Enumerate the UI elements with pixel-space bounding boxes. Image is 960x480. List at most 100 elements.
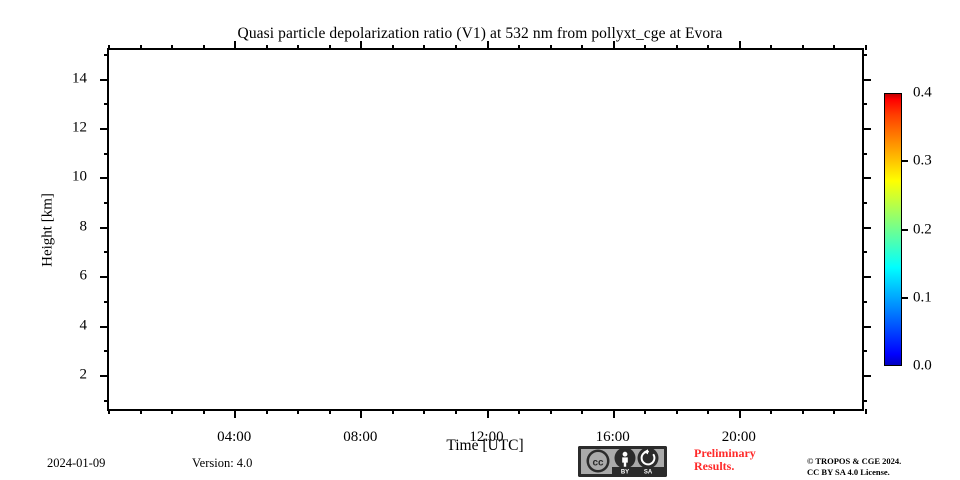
x-axis-minor-tick	[801, 409, 804, 414]
x-axis-minor-tick	[865, 409, 867, 414]
y-axis-minor-tick	[862, 152, 867, 155]
x-axis-minor-tick	[549, 45, 552, 50]
x-axis-minor-tick	[518, 45, 521, 50]
y-axis-tick-mirror	[862, 128, 871, 131]
x-axis-minor-tick	[328, 409, 331, 414]
y-axis-tick-mirror	[862, 177, 871, 180]
y-axis-tick-label: 12	[72, 119, 87, 136]
x-axis-tick: 04:00	[217, 409, 251, 445]
creative-commons-license-icon[interactable]: cc BY SA	[578, 446, 667, 477]
x-axis-minor-tick	[171, 409, 174, 414]
y-axis-minor-tick	[862, 350, 867, 353]
y-axis-tick-label: 10	[72, 168, 87, 185]
y-axis-tick-label: 4	[79, 317, 88, 334]
x-axis-tick-mirror	[360, 41, 363, 50]
copyright-notice: © TROPOS & CGE 2024. CC BY SA 4.0 Licens…	[807, 456, 901, 478]
y-axis-tick: 2	[80, 366, 109, 382]
x-axis-minor-tick	[833, 409, 836, 414]
x-axis-minor-tick	[581, 409, 584, 414]
x-axis-tick-mirror	[234, 41, 237, 50]
colorbar-tick-label: 0.4	[913, 84, 932, 101]
footer-date: 2024-01-09	[47, 456, 106, 470]
colorbar-tick	[902, 160, 908, 163]
x-axis-minor-tick	[518, 409, 521, 414]
x-axis-tick: 20:00	[722, 409, 756, 445]
colorbar-gradient	[884, 93, 902, 366]
y-axis-tick-mirror	[862, 276, 871, 279]
x-axis-minor-tick	[454, 45, 457, 50]
y-axis-tick: 6	[80, 268, 109, 284]
x-axis-minor-tick	[423, 45, 426, 50]
preliminary-line-2: Results.	[694, 459, 735, 473]
x-axis-minor-tick	[770, 409, 773, 414]
x-axis-minor-tick	[328, 45, 331, 50]
y-axis-tick: 10	[72, 169, 109, 185]
cc-sa-text: SA	[644, 469, 653, 475]
x-axis-tick-mirror	[486, 41, 489, 50]
x-axis-minor-tick	[707, 409, 710, 414]
copyright-line-1: © TROPOS & CGE 2024.	[807, 456, 902, 466]
x-axis-minor-tick	[801, 45, 804, 50]
preliminary-results-notice: Preliminary Results.	[694, 447, 756, 473]
x-axis-minor-tick	[265, 45, 268, 50]
x-axis-title: Time [UTC]	[446, 437, 524, 454]
chart-title: Quasi particle depolarization ratio (V1)…	[237, 25, 723, 42]
x-axis-minor-tick	[265, 409, 268, 414]
y-axis-tick-label: 8	[79, 218, 88, 235]
x-axis-tick-label: 12:00	[469, 429, 504, 445]
y-axis-tick-label: 2	[79, 366, 88, 383]
colorbar-tick	[902, 228, 908, 231]
x-axis-tick-label: 16:00	[595, 429, 630, 445]
x-axis-minor-tick	[202, 45, 205, 50]
x-axis-minor-tick	[833, 45, 836, 50]
y-axis-tick-label: 6	[79, 267, 88, 284]
colorbar-tick-label: 0.2	[913, 221, 932, 237]
colorbar-tick	[902, 296, 908, 299]
y-axis-title: Height [km]	[39, 193, 56, 267]
y-axis-tick: 14	[72, 70, 109, 86]
x-axis-minor-tick	[202, 409, 205, 414]
x-axis-tick-mirror	[738, 41, 741, 50]
colorbar-tick-label: 0.3	[913, 152, 932, 169]
y-axis-minor-tick	[104, 251, 109, 254]
y-axis-tick-mirror	[862, 374, 871, 377]
x-axis-minor-tick	[644, 45, 647, 50]
x-axis-tick-label: 20:00	[721, 429, 756, 445]
plot-frame: 2 4 6 8 10 12 14 04:00 08:00 12:00 16:00 20:00	[72, 41, 871, 445]
svg-text:cc: cc	[592, 458, 604, 469]
y-axis-minor-tick	[104, 103, 109, 106]
preliminary-line-1: Preliminary	[694, 446, 756, 460]
y-axis-minor-tick	[862, 53, 867, 56]
x-axis-minor-tick	[391, 409, 394, 414]
y-axis-minor-tick	[862, 300, 867, 303]
y-axis-minor-tick	[862, 399, 867, 402]
y-axis-minor-tick	[104, 399, 109, 402]
y-axis-tick-label: 14	[72, 70, 87, 87]
x-axis-tick: 08:00	[343, 409, 377, 445]
x-axis-minor-tick	[297, 409, 300, 414]
x-axis-minor-tick	[454, 409, 457, 414]
y-axis-minor-tick	[104, 300, 109, 303]
x-axis-minor-tick	[707, 45, 710, 50]
x-axis-minor-tick	[139, 45, 142, 50]
y-axis-minor-tick	[104, 53, 109, 56]
x-axis-minor-tick	[391, 45, 394, 50]
x-axis-minor-tick	[549, 409, 552, 414]
y-axis-tick: 12	[72, 120, 109, 136]
y-axis-minor-tick	[104, 350, 109, 353]
y-axis-minor-tick	[104, 152, 109, 155]
x-axis-tick-label: 08:00	[343, 429, 378, 445]
x-axis-minor-tick	[171, 45, 174, 50]
x-axis-tick-label: 04:00	[217, 429, 252, 445]
x-axis-minor-tick	[675, 45, 678, 50]
colorbar-tick-label: 0.1	[913, 289, 932, 306]
y-axis-tick: 4	[80, 317, 109, 333]
y-axis-minor-tick	[862, 202, 867, 205]
x-axis-tick: 16:00	[596, 409, 630, 445]
y-axis-tick-mirror	[862, 78, 871, 81]
x-axis-minor-tick	[108, 409, 110, 414]
colorbar: 0.0 0.1 0.2 0.3 0.4	[884, 85, 932, 374]
x-axis-minor-tick	[581, 45, 584, 50]
footer-version: Version: 4.0	[192, 456, 253, 470]
y-axis-minor-tick	[104, 202, 109, 205]
